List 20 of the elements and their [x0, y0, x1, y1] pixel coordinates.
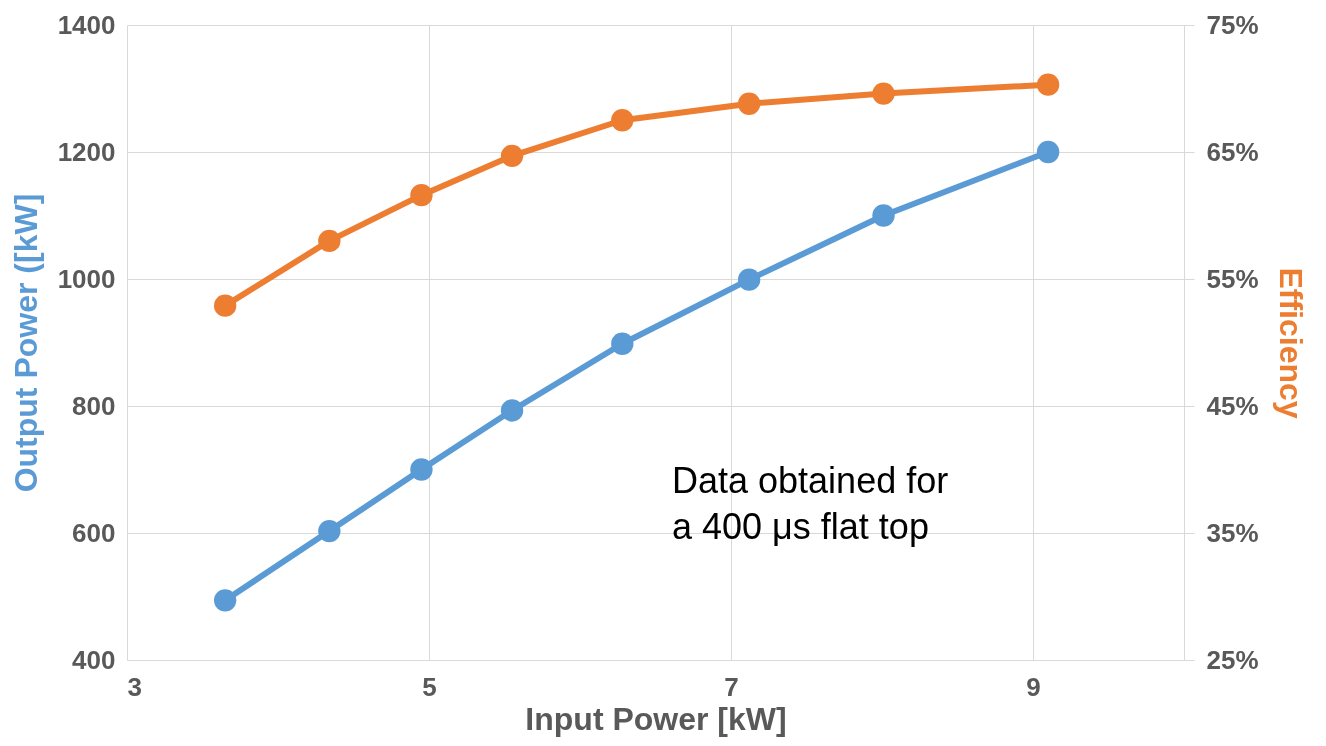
y-axis-title: Output Power ([kW]	[7, 193, 44, 493]
x-axis-title: Input Power [kW]	[525, 700, 787, 737]
y2-tick-label: 35%	[1206, 517, 1259, 548]
y-tick-label: 1400	[57, 9, 116, 40]
y-tick-label: 1000	[57, 263, 116, 294]
y-tick-label: 600	[72, 517, 116, 548]
y-tick-label: 800	[72, 390, 116, 421]
x-tick-label: 3	[127, 671, 142, 702]
y2-axis-title: Efficiency	[1272, 267, 1309, 419]
y2-tick-label: 45%	[1206, 390, 1259, 421]
annotation: Data obtained for a 400 μs flat top	[672, 460, 949, 547]
y-tick-label: 1200	[57, 136, 116, 167]
y2-tick-label: 55%	[1206, 263, 1259, 294]
y2-tick-label: 75%	[1206, 9, 1259, 40]
y-tick-label: 400	[72, 644, 116, 675]
x-tick-label: 7	[724, 671, 739, 702]
x-tick-label: 5	[422, 671, 437, 702]
x-tick-label: 9	[1026, 671, 1041, 702]
y2-tick-label: 25%	[1206, 644, 1259, 675]
y2-tick-label: 65%	[1206, 136, 1259, 167]
